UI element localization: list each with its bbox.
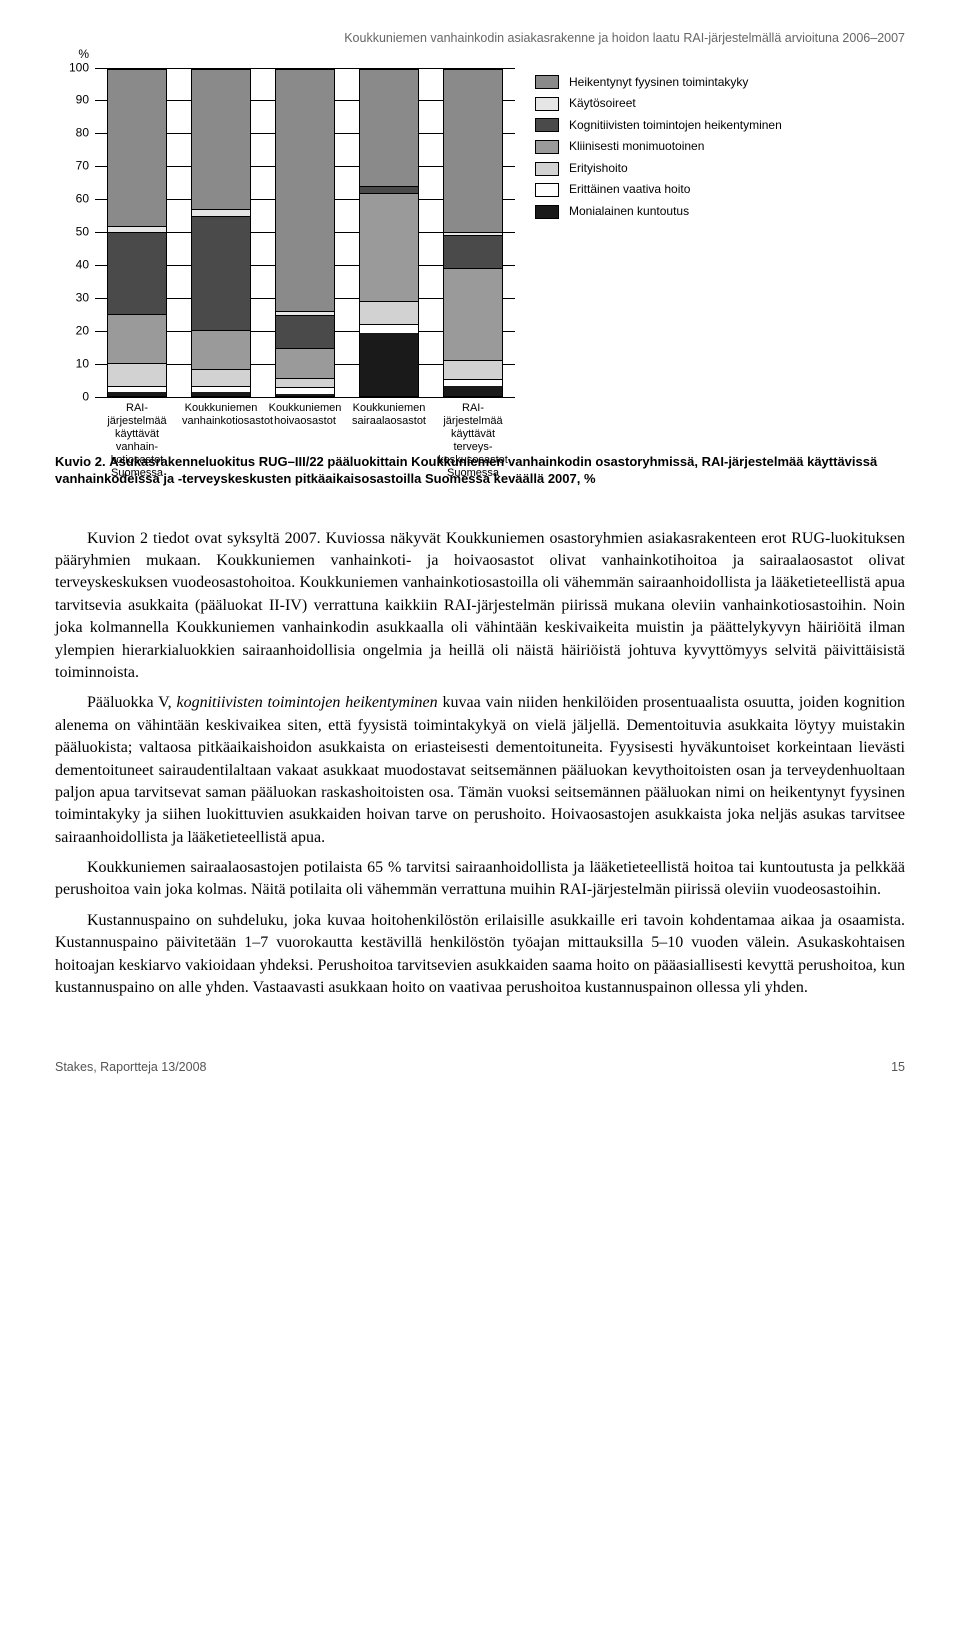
legend-swatch bbox=[535, 162, 559, 176]
bar-segment bbox=[360, 324, 418, 334]
figure-2: %0102030405060708090100 RAI-järjestelmää… bbox=[55, 68, 905, 428]
legend-item: Erityishoito bbox=[535, 158, 782, 180]
bar-segment bbox=[192, 369, 250, 385]
legend-item: Kognitiivisten toimintojen heikentyminen bbox=[535, 115, 782, 137]
p2-italic: kognitiivisten toimintojen heikentyminen bbox=[177, 694, 438, 711]
y-tick-label: 80 bbox=[76, 125, 95, 142]
running-header: Koukkuniemen vanhainkodin asiakasrakenne… bbox=[55, 30, 905, 48]
legend-swatch bbox=[535, 183, 559, 197]
p2-rest: kuvaa vain niiden henkilöiden prosentuaa… bbox=[55, 694, 905, 845]
bar-segment bbox=[108, 69, 166, 226]
bar-segment bbox=[444, 235, 502, 268]
bar-segment bbox=[108, 363, 166, 386]
chart-x-labels: RAI-järjestelmää käyttävät vanhain-kotio… bbox=[95, 398, 515, 428]
bar bbox=[107, 68, 167, 397]
bar-segment bbox=[360, 333, 418, 395]
legend-label: Kliinisesti monimuotoinen bbox=[569, 136, 704, 158]
y-tick-label: 70 bbox=[76, 158, 95, 175]
bar-segment bbox=[276, 69, 334, 311]
bar-segment bbox=[444, 268, 502, 360]
legend-label: Erityishoito bbox=[569, 158, 628, 180]
bar-segment bbox=[192, 216, 250, 330]
bar-segment bbox=[108, 392, 166, 395]
chart-legend: Heikentynyt fyysinen toimintakykyKäytöso… bbox=[535, 68, 782, 223]
legend-swatch bbox=[535, 118, 559, 132]
bar-segment bbox=[192, 330, 250, 369]
y-tick-label: 100 bbox=[69, 59, 95, 76]
bar-segment bbox=[192, 69, 250, 210]
chart-plot: %0102030405060708090100 bbox=[95, 68, 515, 398]
caption-lead: Kuvio 2. bbox=[55, 454, 106, 469]
Bars-container bbox=[95, 68, 515, 397]
y-tick-label: 10 bbox=[76, 355, 95, 372]
footer-left: Stakes, Raportteja 13/2008 bbox=[55, 1059, 207, 1077]
bar-segment bbox=[276, 315, 334, 348]
legend-item: Heikentynyt fyysinen toimintakyky bbox=[535, 72, 782, 94]
bar bbox=[275, 68, 335, 397]
legend-swatch bbox=[535, 97, 559, 111]
bar-segment bbox=[360, 193, 418, 301]
legend-swatch bbox=[535, 205, 559, 219]
bar bbox=[443, 68, 503, 397]
y-tick-label: 0 bbox=[82, 388, 95, 405]
legend-item: Monialainen kuntoutus bbox=[535, 201, 782, 223]
x-category-label: RAI-järjestelmää käyttävät terveys-kesku… bbox=[434, 402, 512, 428]
bar bbox=[359, 68, 419, 397]
legend-item: Käytösoireet bbox=[535, 93, 782, 115]
legend-label: Kognitiivisten toimintojen heikentyminen bbox=[569, 115, 782, 137]
paragraph-2: Pääluokka V, kognitiivisten toimintojen … bbox=[55, 692, 905, 849]
chart-area: %0102030405060708090100 RAI-järjestelmää… bbox=[55, 68, 515, 428]
x-category-label: Koukkuniemen hoivaosastot bbox=[266, 402, 344, 428]
y-tick-label: 50 bbox=[76, 224, 95, 241]
legend-item: Erittäinen vaativa hoito bbox=[535, 179, 782, 201]
paragraph-4: Kustannuspaino on suhdeluku, joka kuvaa … bbox=[55, 910, 905, 1000]
x-category-label: Koukkuniemen vanhainkotiosastot bbox=[182, 402, 260, 428]
bar-segment bbox=[444, 69, 502, 233]
paragraph-3: Koukkuniemen sairaalaosastojen potilaist… bbox=[55, 857, 905, 902]
paragraph-1: Kuvion 2 tiedot ovat syksyltä 2007. Kuvi… bbox=[55, 528, 905, 685]
legend-label: Monialainen kuntoutus bbox=[569, 201, 689, 223]
bar-segment bbox=[276, 394, 334, 396]
legend-swatch bbox=[535, 75, 559, 89]
y-tick-label: 30 bbox=[76, 289, 95, 306]
bar-segment bbox=[276, 348, 334, 377]
legend-label: Heikentynyt fyysinen toimintakyky bbox=[569, 72, 748, 94]
bar-segment bbox=[444, 360, 502, 380]
bar-segment bbox=[108, 232, 166, 314]
bar bbox=[191, 68, 251, 397]
bar-segment bbox=[276, 378, 334, 388]
bar-segment bbox=[192, 392, 250, 395]
y-tick-label: 40 bbox=[76, 256, 95, 273]
bar-segment bbox=[360, 69, 418, 187]
bar-segment bbox=[108, 314, 166, 363]
legend-label: Erittäinen vaativa hoito bbox=[569, 179, 690, 201]
p2-lead: Pääluokka V, bbox=[87, 694, 177, 711]
y-tick-label: 90 bbox=[76, 92, 95, 109]
page-footer: Stakes, Raportteja 13/2008 15 bbox=[55, 1059, 905, 1077]
y-tick-label: 60 bbox=[76, 191, 95, 208]
y-tick-label: 20 bbox=[76, 322, 95, 339]
footer-page-number: 15 bbox=[891, 1059, 905, 1077]
bar-segment bbox=[444, 386, 502, 396]
x-category-label: RAI-järjestelmää käyttävät vanhain-kotio… bbox=[98, 402, 176, 428]
legend-swatch bbox=[535, 140, 559, 154]
legend-label: Käytösoireet bbox=[569, 93, 636, 115]
x-category-label: Koukkuniemen sairaalaosastot bbox=[350, 402, 428, 428]
legend-item: Kliinisesti monimuotoinen bbox=[535, 136, 782, 158]
bar-segment bbox=[360, 301, 418, 324]
